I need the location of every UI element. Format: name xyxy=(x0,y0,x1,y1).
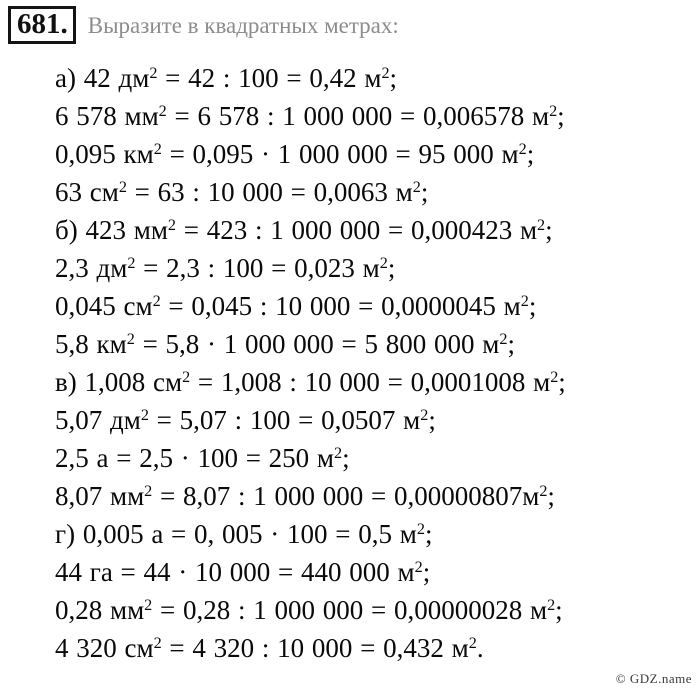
solution-line: 63 см2 = 63 : 10 000 = 0,0063 м2; xyxy=(55,177,429,207)
task-header: 681. Выразите в квадратных метрах: xyxy=(0,0,700,44)
watermark: © GDZ.name xyxy=(615,671,692,686)
solution-line: а) 42 дм2 = 42 : 100 = 0,42 м2; xyxy=(55,63,398,93)
solution-line: б) 423 мм2 = 423 : 1 000 000 = 0,000423 … xyxy=(55,215,553,245)
solution-line: в) 1,008 см2 = 1,008 : 10 000 = 0,000100… xyxy=(55,367,566,397)
solution-line: 5,07 дм2 = 5,07 : 100 = 0,0507 м2; xyxy=(55,405,436,435)
solution-line: 4 320 см2 = 4 320 : 10 000 = 0,432 м2. xyxy=(55,633,484,663)
solution-line: 0,095 км2 = 0,095 · 1 000 000 = 95 000 м… xyxy=(55,139,535,169)
solution-lines-container: а) 42 дм2 = 42 : 100 = 0,42 м2; 6 578 мм2… xyxy=(55,59,700,667)
solution-line: 2,5 а = 2,5 · 100 = 250 м2; xyxy=(55,443,350,473)
solution-line: 0,045 см2 = 0,045 : 10 000 = 0,0000045 м… xyxy=(55,291,537,321)
solution-line: г) 0,005 а = 0, 005 · 100 = 0,5 м2; xyxy=(55,519,433,549)
solution-line: 44 га = 44 · 10 000 = 440 000 м2; xyxy=(55,557,431,587)
solution-line: 2,3 дм2 = 2,3 : 100 = 0,023 м2; xyxy=(55,253,396,283)
task-title: Выразите в квадратных метрах: xyxy=(87,13,399,39)
task-number-badge: 681. xyxy=(8,6,76,44)
solution-line: 0,28 мм2 = 0,28 : 1 000 000 = 0,00000028… xyxy=(55,595,563,625)
solution-line: 5,8 км2 = 5,8 · 1 000 000 = 5 800 000 м2… xyxy=(55,329,515,359)
solution-line: 8,07 мм2 = 8,07 : 1 000 000 = 0,00000807… xyxy=(55,481,555,511)
solution-line: 6 578 мм2 = 6 578 : 1 000 000 = 0,006578… xyxy=(55,101,565,131)
